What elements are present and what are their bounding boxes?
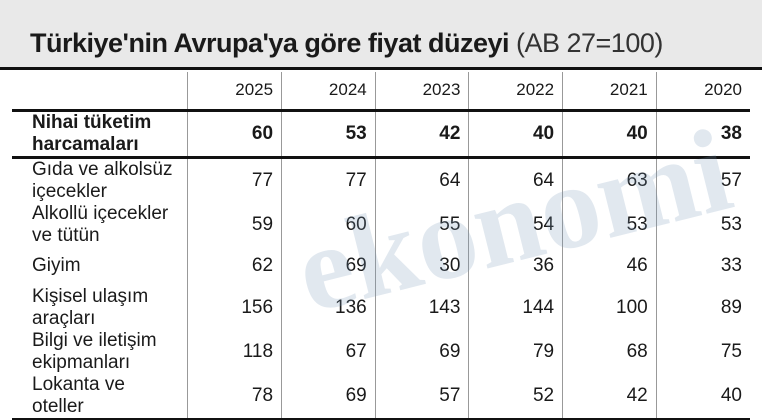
cell-value: 78 xyxy=(187,373,282,420)
header-row: 2025 2024 2023 2022 2021 2020 xyxy=(12,72,750,112)
cell-value: 40 xyxy=(655,373,750,420)
cell-value: 136 xyxy=(281,285,376,330)
cell-value: 89 xyxy=(655,285,750,330)
cell-value: 79 xyxy=(468,329,563,374)
cell-value: 118 xyxy=(187,329,282,374)
cell-value: 40 xyxy=(468,110,563,159)
row-label: Lokanta ve oteller xyxy=(12,373,188,420)
cell-value: 33 xyxy=(655,246,750,286)
table-row: Alkollü içecekler ve tütün 59 60 55 54 53 53 xyxy=(12,202,750,247)
subtitle: (AB 27=100) xyxy=(516,28,663,58)
table: 2025 2024 2023 2022 2021 2020 Nihai tüketim ha… xyxy=(12,72,750,420)
row-label: Giyim xyxy=(32,255,81,276)
row-label: Bilgi ve iletişim ekipmanları xyxy=(32,329,157,373)
cell-value: 144 xyxy=(468,285,563,330)
table-row: Kişisel ulaşım araçları 156 136 143 144 100 89 xyxy=(12,285,750,330)
column-header: 2024 xyxy=(281,72,376,112)
cell-value: 46 xyxy=(562,246,657,286)
cell-value: 57 xyxy=(374,373,469,420)
cell-value: 42 xyxy=(374,110,469,159)
column-header: 2020 xyxy=(655,72,750,112)
cell-value: 36 xyxy=(468,246,563,286)
cell-value: 53 xyxy=(655,202,750,247)
cell-value: 54 xyxy=(468,202,563,247)
cell-value: 60 xyxy=(187,110,282,159)
cell-value: 68 xyxy=(562,329,657,374)
table-row: Giyim 62 69 30 36 46 33 xyxy=(12,246,750,286)
cell-value: 143 xyxy=(374,285,469,330)
cell-value: 64 xyxy=(374,157,469,203)
column-header: 2023 xyxy=(374,72,469,112)
cell-value: 57 xyxy=(655,157,750,203)
table-row: Lokanta ve oteller 78 69 57 52 42 40 xyxy=(12,373,750,420)
row-label: Nihai tüketim harcamaları xyxy=(12,110,188,159)
row-label: Gıda ve alkolsüz içecekler xyxy=(32,158,173,202)
cell-value: 69 xyxy=(281,373,376,420)
table-row: Gıda ve alkolsüz içecekler 77 77 64 64 63 57 xyxy=(12,157,750,203)
cell-value: 53 xyxy=(281,110,376,159)
cell-value: 77 xyxy=(187,157,282,203)
corner-cell xyxy=(12,72,188,112)
title: Türkiye'nin Avrupa'ya göre fiyat düzeyi xyxy=(30,28,509,58)
cell-value: 62 xyxy=(187,246,282,286)
cell-value: 63 xyxy=(562,157,657,203)
cell-value: 52 xyxy=(468,373,563,420)
cell-value: 75 xyxy=(655,329,750,374)
table-row: Nihai tüketim harcamaları 60 53 42 40 40 38 xyxy=(12,110,750,159)
cell-value: 40 xyxy=(562,110,657,159)
cell-value: 55 xyxy=(374,202,469,247)
cell-value: 77 xyxy=(281,157,376,203)
cell-value: 60 xyxy=(281,202,376,247)
column-header: 2022 xyxy=(468,72,563,112)
title-bar: Türkiye'nin Avrupa'ya göre fiyat düzeyi … xyxy=(0,0,762,70)
column-header: 2021 xyxy=(562,72,657,112)
row-label: Alkollü içecekler ve tütün xyxy=(32,202,169,246)
cell-value: 59 xyxy=(187,202,282,247)
title-line: Türkiye'nin Avrupa'ya göre fiyat düzeyi … xyxy=(30,28,663,59)
cell-value: 30 xyxy=(374,246,469,286)
cell-value: 64 xyxy=(468,157,563,203)
table-row: Bilgi ve iletişim ekipmanları 118 67 69 79 68… xyxy=(12,329,750,374)
cell-value: 53 xyxy=(562,202,657,247)
cell-value: 69 xyxy=(374,329,469,374)
cell-value: 69 xyxy=(281,246,376,286)
cell-value: 38 xyxy=(655,110,750,159)
column-header: 2025 xyxy=(187,72,282,112)
row-label: Kişisel ulaşım araçları xyxy=(32,285,149,329)
cell-value: 100 xyxy=(562,285,657,330)
cell-value: 67 xyxy=(281,329,376,374)
cell-value: 42 xyxy=(562,373,657,420)
cell-value: 156 xyxy=(187,285,282,330)
